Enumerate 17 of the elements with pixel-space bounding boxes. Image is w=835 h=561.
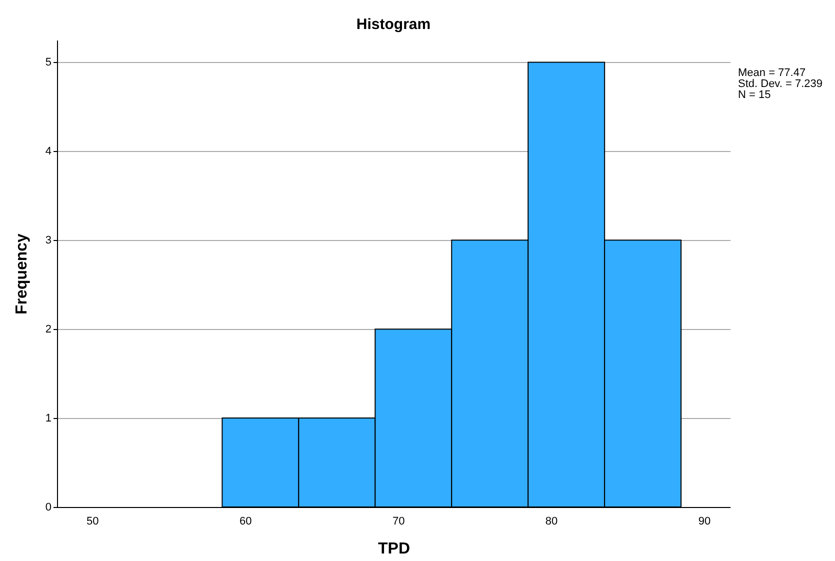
text: Mean = 77.47 xyxy=(738,67,806,80)
x-tick-label: 70 xyxy=(392,516,405,528)
text: N = 15 xyxy=(738,89,771,102)
y-axis-title: Frequency xyxy=(13,233,30,314)
y-tick-label: 0 xyxy=(45,502,52,514)
x-tick-label: 80 xyxy=(545,516,558,528)
y-tick-label: 5 xyxy=(45,56,52,69)
text: Std. Dev. = 7.239 xyxy=(738,78,822,90)
x-tick-label: 60 xyxy=(240,516,252,528)
y-tick-label: 1 xyxy=(45,412,52,425)
y-tick-label: 2 xyxy=(45,324,52,336)
y-tick-label: 4 xyxy=(45,146,52,158)
x-axis-title: TPD xyxy=(378,540,410,558)
chart-title: Histogram xyxy=(356,16,431,33)
x-tick-label: 90 xyxy=(698,516,711,528)
y-tick-label: 3 xyxy=(45,234,52,247)
x-tick-label: 50 xyxy=(86,516,99,528)
